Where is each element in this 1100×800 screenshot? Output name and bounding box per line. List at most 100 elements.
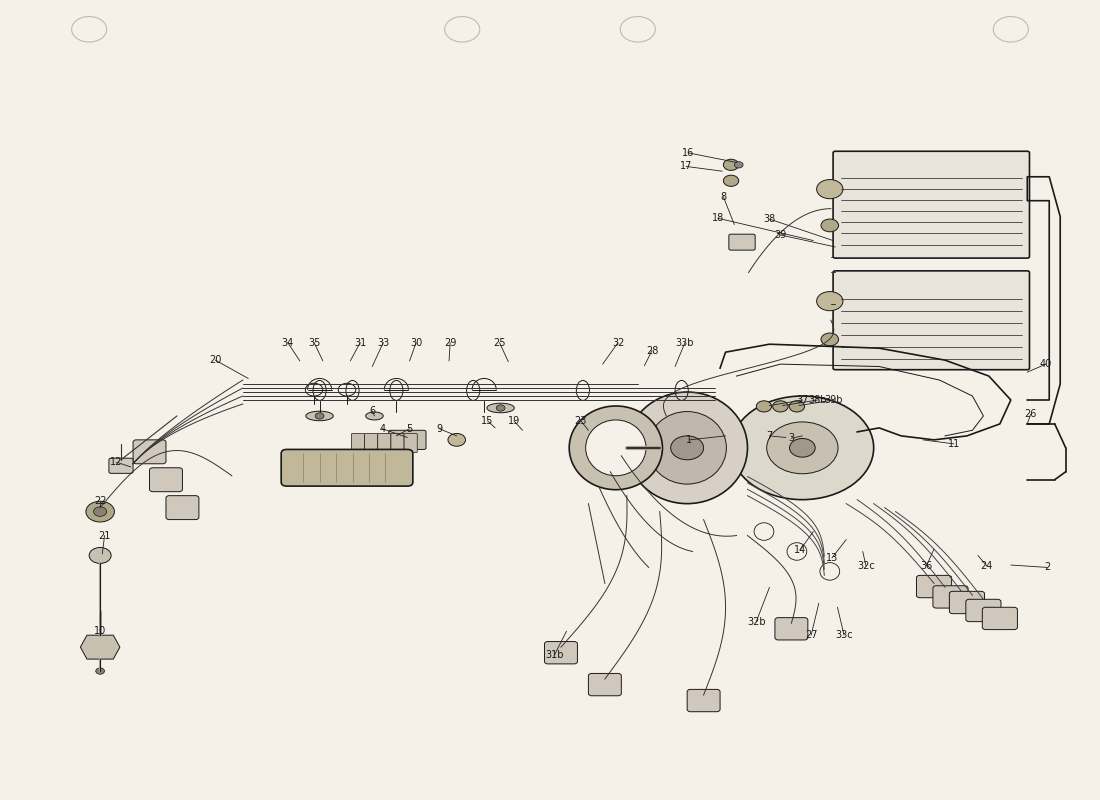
Text: 1: 1	[686, 435, 692, 445]
Circle shape	[402, 436, 412, 444]
Circle shape	[732, 396, 873, 500]
FancyBboxPatch shape	[774, 618, 807, 640]
Text: 39: 39	[774, 230, 786, 240]
Circle shape	[89, 547, 111, 563]
Text: 35: 35	[308, 338, 320, 347]
FancyBboxPatch shape	[150, 468, 183, 492]
Text: 25: 25	[493, 338, 506, 347]
Circle shape	[789, 401, 804, 412]
Text: 34: 34	[282, 338, 294, 347]
Text: 8: 8	[720, 192, 726, 202]
FancyBboxPatch shape	[377, 434, 390, 453]
Text: 19: 19	[508, 416, 520, 426]
Circle shape	[316, 413, 324, 419]
Circle shape	[86, 502, 114, 522]
Text: 21: 21	[98, 530, 111, 541]
FancyBboxPatch shape	[833, 271, 1030, 370]
Text: 39b: 39b	[824, 395, 843, 405]
Ellipse shape	[569, 406, 662, 490]
Text: 28: 28	[646, 346, 658, 355]
Text: 29: 29	[444, 338, 456, 347]
Circle shape	[735, 162, 744, 168]
FancyBboxPatch shape	[388, 430, 426, 450]
Circle shape	[724, 175, 739, 186]
Text: 6: 6	[370, 406, 375, 416]
Circle shape	[816, 291, 843, 310]
Text: 9: 9	[436, 424, 442, 434]
FancyBboxPatch shape	[982, 607, 1018, 630]
FancyBboxPatch shape	[404, 434, 417, 453]
Circle shape	[767, 422, 838, 474]
Ellipse shape	[648, 411, 726, 484]
FancyBboxPatch shape	[729, 234, 756, 250]
Text: 11: 11	[948, 439, 960, 449]
Text: 22: 22	[94, 496, 107, 506]
Text: 32c: 32c	[857, 561, 874, 571]
Text: 2: 2	[1044, 562, 1050, 573]
Text: 3: 3	[789, 434, 794, 443]
Text: 5: 5	[406, 424, 412, 434]
Circle shape	[821, 333, 838, 346]
Ellipse shape	[585, 420, 646, 476]
Circle shape	[96, 668, 104, 674]
FancyBboxPatch shape	[109, 458, 133, 474]
Text: 30: 30	[410, 338, 422, 347]
Text: 15: 15	[482, 416, 494, 426]
Text: 13: 13	[826, 553, 838, 563]
Text: 16: 16	[682, 148, 694, 158]
Polygon shape	[80, 635, 120, 659]
Ellipse shape	[487, 403, 515, 413]
Text: 4: 4	[379, 424, 385, 434]
Text: 10: 10	[94, 626, 107, 636]
Ellipse shape	[627, 392, 748, 504]
Text: 14: 14	[794, 545, 806, 555]
Text: 27: 27	[805, 630, 817, 640]
Circle shape	[790, 438, 815, 457]
Text: 33b: 33b	[675, 338, 694, 347]
FancyBboxPatch shape	[351, 434, 364, 453]
FancyBboxPatch shape	[544, 642, 578, 664]
Text: 24: 24	[980, 561, 993, 571]
Text: 40: 40	[1040, 359, 1052, 369]
Circle shape	[496, 405, 505, 411]
Text: 38b: 38b	[808, 395, 827, 405]
Text: 32: 32	[612, 338, 624, 347]
Text: 38: 38	[763, 214, 776, 224]
FancyBboxPatch shape	[933, 586, 968, 608]
Text: 20: 20	[209, 355, 221, 365]
Text: 23: 23	[574, 416, 587, 426]
Circle shape	[821, 219, 838, 232]
Text: 18: 18	[712, 214, 724, 223]
Circle shape	[671, 436, 704, 460]
Text: 33c: 33c	[835, 630, 852, 640]
Ellipse shape	[365, 412, 383, 420]
Text: 26: 26	[1024, 410, 1037, 419]
FancyBboxPatch shape	[588, 674, 621, 696]
Text: 36: 36	[921, 561, 933, 571]
FancyBboxPatch shape	[833, 151, 1030, 258]
FancyBboxPatch shape	[949, 591, 984, 614]
FancyBboxPatch shape	[916, 575, 952, 598]
FancyBboxPatch shape	[688, 690, 720, 712]
FancyBboxPatch shape	[364, 434, 377, 453]
FancyBboxPatch shape	[282, 450, 412, 486]
FancyBboxPatch shape	[390, 434, 404, 453]
Text: 12: 12	[110, 457, 123, 467]
FancyBboxPatch shape	[966, 599, 1001, 622]
Circle shape	[816, 179, 843, 198]
Circle shape	[448, 434, 465, 446]
Text: 32b: 32b	[747, 617, 766, 626]
FancyBboxPatch shape	[166, 496, 199, 519]
Text: 31b: 31b	[546, 650, 563, 660]
Circle shape	[724, 159, 739, 170]
Circle shape	[757, 401, 771, 412]
Circle shape	[94, 507, 107, 516]
Text: 33: 33	[377, 338, 389, 347]
Text: 7: 7	[767, 431, 772, 441]
Text: 37: 37	[796, 395, 808, 405]
Text: 17: 17	[680, 162, 692, 171]
Ellipse shape	[306, 411, 333, 421]
FancyBboxPatch shape	[133, 440, 166, 464]
Text: 31: 31	[354, 338, 366, 347]
Circle shape	[772, 401, 788, 412]
